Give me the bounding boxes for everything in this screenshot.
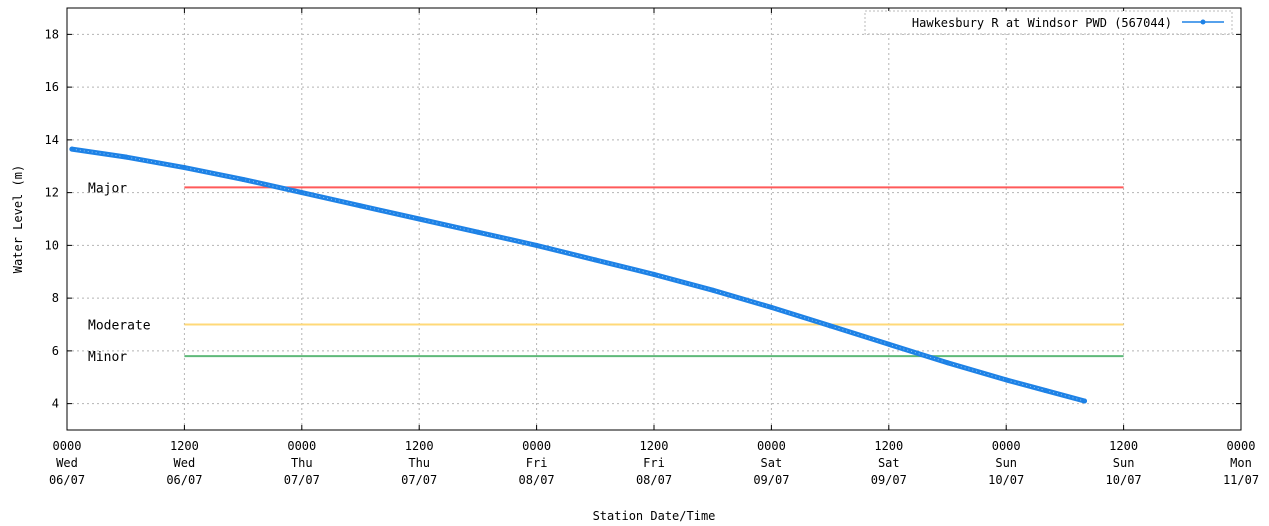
x-tick-label-line: 09/07: [871, 473, 907, 487]
x-tick-label-line: 1200: [1109, 439, 1138, 453]
x-tick-label: 1200 Sun 10/07: [1106, 439, 1142, 487]
y-tick-label: 18: [45, 27, 59, 41]
x-tick-label-line: Sun: [1113, 456, 1135, 470]
x-tick-label-line: 0000: [287, 439, 316, 453]
series-point: [1003, 377, 1009, 383]
x-tick-label-line: 1200: [170, 439, 199, 453]
series-point: [123, 154, 129, 160]
x-tick-label: 1200 Fri 08/07: [636, 439, 672, 487]
legend-box: [864, 10, 1233, 35]
threshold-label-major: Major: [88, 181, 127, 196]
y-tick-label: 14: [45, 133, 59, 147]
legend-swatch-marker: [1200, 19, 1206, 25]
series-point: [768, 304, 774, 310]
x-tick-label-line: Thu: [408, 456, 430, 470]
series-point: [416, 216, 422, 222]
series-point: [1081, 398, 1087, 404]
x-tick-label-line: Sat: [878, 456, 900, 470]
x-tick-label: 0000 Thu 07/07: [284, 439, 320, 487]
series-point: [592, 257, 598, 263]
x-tick-label-line: 0000: [1227, 439, 1256, 453]
series-point: [299, 190, 305, 196]
series-point: [69, 146, 75, 152]
x-tick-label-line: 0000: [522, 439, 551, 453]
series-point: [710, 287, 716, 293]
series-layer: [69, 146, 1087, 404]
series-point: [651, 271, 657, 277]
x-tick-label: 1200 Wed 06/07: [166, 439, 202, 487]
series-point: [358, 203, 363, 209]
x-tick-label-line: 09/07: [753, 473, 789, 487]
series-point: [827, 323, 833, 329]
x-tick-label-line: Sat: [761, 456, 783, 470]
x-tick-label: 1200 Sat 09/07: [871, 439, 907, 487]
x-tick-label: 0000 Fri 08/07: [519, 439, 555, 487]
x-tick-label: 0000 Wed 06/07: [49, 439, 85, 487]
x-tick-label-line: Mon: [1230, 456, 1252, 470]
x-tick-label-line: Wed: [56, 456, 78, 470]
x-tick-label: 0000 Sat 09/07: [753, 439, 789, 487]
x-tick-label-line: 11/07: [1223, 473, 1259, 487]
legend-label: Hawkesbury R at Windsor PWD (567044): [912, 16, 1172, 30]
x-tick-label-line: Fri: [643, 456, 665, 470]
x-tick-label-line: 08/07: [519, 473, 555, 487]
series-point: [945, 360, 950, 366]
x-tick-label-line: 0000: [53, 439, 82, 453]
x-tick-label-line: 1200: [874, 439, 903, 453]
series-point: [475, 229, 481, 235]
x-tick-label-line: 07/07: [401, 473, 437, 487]
y-tick-label: 12: [45, 186, 59, 200]
x-tick-label-line: 0000: [992, 439, 1021, 453]
x-tick-label-line: 10/07: [988, 473, 1024, 487]
x-tick-label-line: Fri: [526, 456, 548, 470]
grid: [66, 8, 1242, 430]
x-tick-label-line: 06/07: [49, 473, 85, 487]
x-tick-label-line: 07/07: [284, 473, 320, 487]
x-tick-label-line: 06/07: [166, 473, 202, 487]
x-tick-label-line: 1200: [405, 439, 434, 453]
series-point: [240, 176, 246, 182]
threshold-label-minor: Minor: [88, 350, 127, 365]
legend: Hawkesbury R at Windsor PWD (567044): [864, 10, 1233, 35]
x-tick-label: 0000 Mon 11/07: [1223, 439, 1259, 487]
y-tick-label: 16: [45, 80, 59, 94]
x-tick-label: 0000 Sun 10/07: [988, 439, 1024, 487]
x-tick-label-line: Thu: [291, 456, 313, 470]
x-tick-label-line: 1200: [640, 439, 669, 453]
x-tick-label-line: 0000: [757, 439, 786, 453]
series-point: [886, 341, 892, 347]
series-point: [1042, 387, 1048, 393]
y-axis: 4 6 8 10 12 14 16 18: [45, 27, 1241, 411]
y-tick-label: 8: [52, 291, 59, 305]
y-tick-label: 6: [52, 344, 59, 358]
y-tick-label: 4: [52, 397, 59, 411]
x-axis-title: Station Date/Time: [593, 509, 716, 523]
x-tick-label: 1200 Thu 07/07: [401, 439, 437, 487]
series-point: [181, 165, 187, 171]
series-point: [534, 242, 540, 248]
threshold-label-moderate: Moderate: [88, 319, 151, 334]
y-tick-label: 10: [45, 238, 59, 252]
x-tick-label-line: Wed: [174, 456, 196, 470]
x-tick-label-line: 08/07: [636, 473, 672, 487]
threshold-lines: Major Moderate Minor: [88, 181, 1124, 365]
y-axis-title: Water Level (m): [11, 165, 25, 273]
x-tick-label-line: Sun: [995, 456, 1017, 470]
x-tick-label-line: 10/07: [1106, 473, 1142, 487]
